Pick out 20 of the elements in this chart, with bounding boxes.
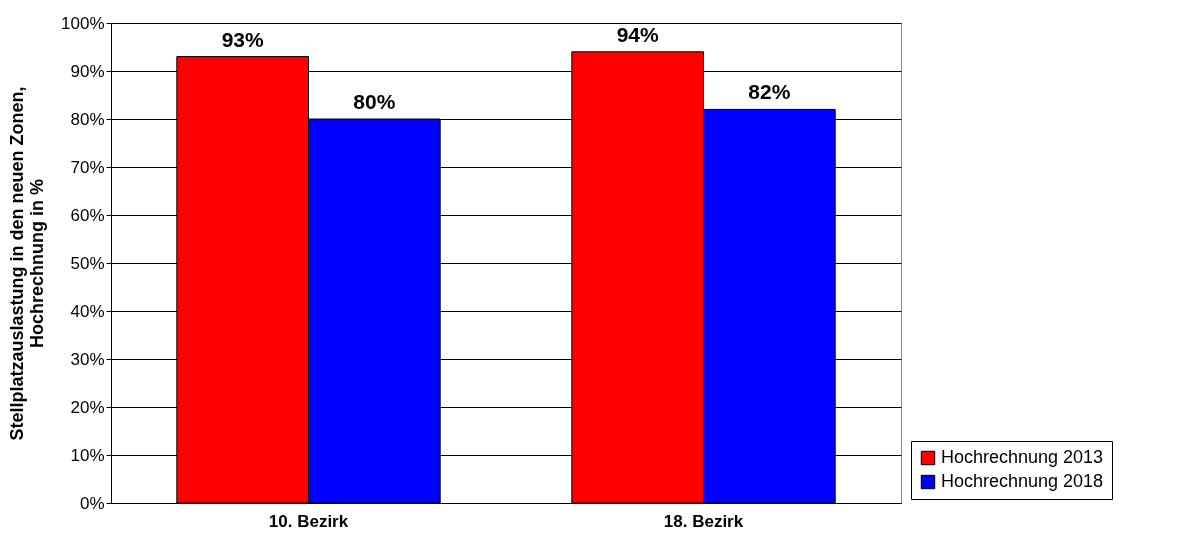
x-tick-label: 10. Bezirk	[268, 511, 349, 531]
data-label: 94%	[616, 22, 660, 46]
y-tick-label: 70%	[70, 157, 105, 177]
legend-label: Hochrechnung 2018	[941, 471, 1104, 491]
y-tick-label: 80%	[70, 109, 105, 129]
legend-label: Hochrechnung 2013	[941, 447, 1104, 467]
y-tick-label: 30%	[70, 349, 105, 369]
y-tick-label: 40%	[70, 301, 105, 321]
data-label: 80%	[353, 90, 396, 113]
y-axis-title: Stellplatzauslastung in den neuen Zonen, Hochrechnung in %	[7, 86, 48, 441]
y-tick-label: 90%	[70, 61, 105, 81]
y-tick-label: 10%	[70, 445, 105, 465]
y-tick-label: 50%	[70, 253, 105, 273]
y-tick-label: 0%	[79, 493, 105, 513]
y-tick-label: 20%	[70, 397, 105, 417]
data-label: 82%	[748, 80, 791, 104]
y-tick-label: 100%	[61, 13, 105, 33]
y-tick-label: 60%	[70, 205, 105, 225]
x-tick-label: 18. Bezirk	[663, 511, 744, 531]
data-label: 93%	[221, 27, 265, 51]
